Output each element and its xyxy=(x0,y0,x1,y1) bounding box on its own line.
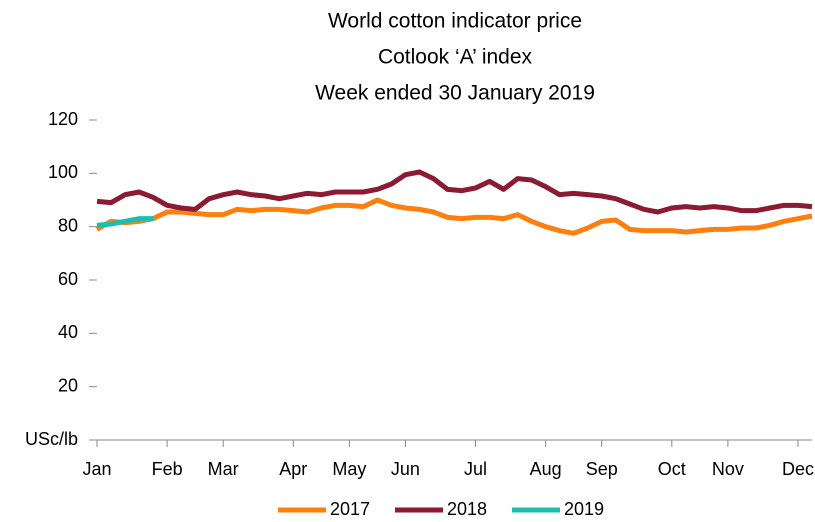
chart-title: Cotlook ‘A’ index xyxy=(378,46,533,69)
x-tick-label: Jun xyxy=(391,459,420,479)
y-tick-label: 20 xyxy=(58,375,78,395)
legend-label: 2019 xyxy=(564,499,604,519)
y-tick-label: 40 xyxy=(58,322,78,342)
x-tick-label: Aug xyxy=(530,459,562,479)
x-tick-label: Feb xyxy=(152,459,183,479)
x-tick-label: May xyxy=(332,459,366,479)
y-tick-label: 60 xyxy=(58,269,78,289)
x-tick-label: Apr xyxy=(279,459,307,479)
y-tick-label: USc/lb xyxy=(25,429,78,449)
chart-title: Week ended 30 January 2019 xyxy=(315,82,595,105)
x-tick-label: Nov xyxy=(712,459,744,479)
x-tick-label: Sep xyxy=(586,459,618,479)
y-tick-label: 120 xyxy=(48,109,78,129)
x-tick-label: Dec xyxy=(782,459,814,479)
series-line xyxy=(96,216,154,228)
series-line xyxy=(96,169,813,215)
series-line xyxy=(95,197,813,236)
y-tick-label: 100 xyxy=(48,162,78,182)
y-tick-label: 80 xyxy=(58,215,78,235)
legend-label: 2018 xyxy=(447,499,487,519)
x-tick-label: Oct xyxy=(658,459,686,479)
x-tick-label: Mar xyxy=(208,459,239,479)
x-tick-label: Jan xyxy=(82,459,111,479)
legend-label: 2017 xyxy=(330,499,370,519)
x-tick-label: Jul xyxy=(464,459,487,479)
chart-title: World cotton indicator price xyxy=(328,10,582,33)
